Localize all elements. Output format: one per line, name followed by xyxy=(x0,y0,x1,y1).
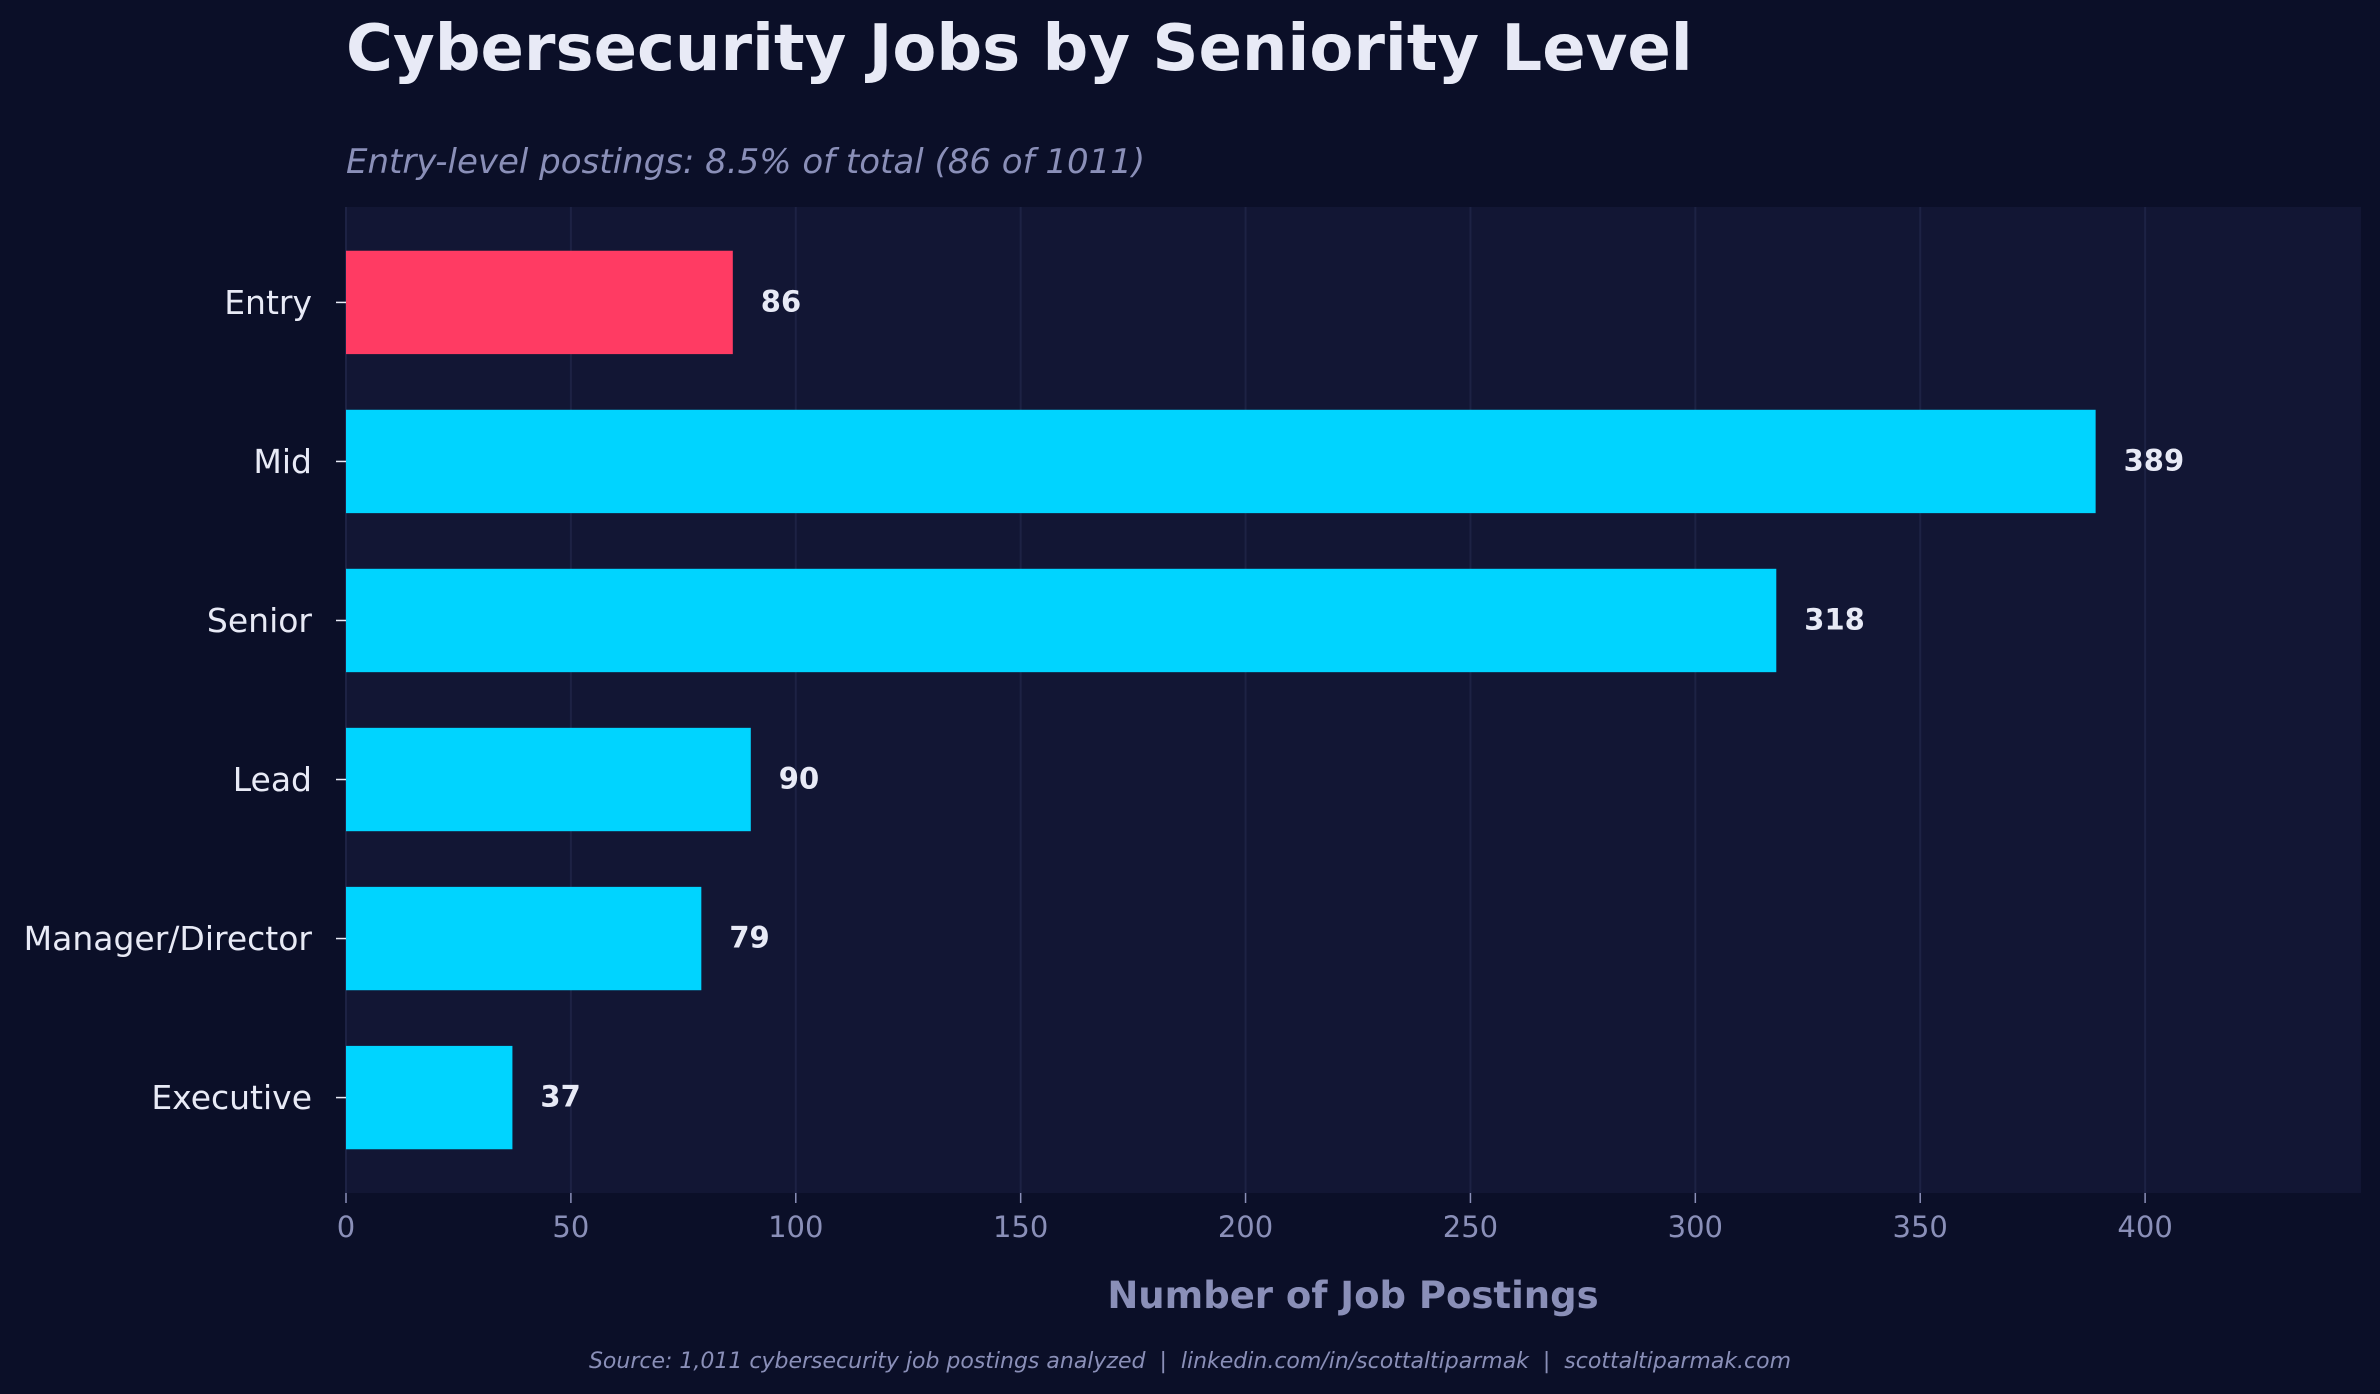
x-tick-label: 250 xyxy=(1443,1210,1498,1244)
x-tick-label: 350 xyxy=(1893,1210,1948,1244)
y-axis: Entry Mid Senior Lead Manager/Director Execut… xyxy=(24,283,346,1117)
chart-title: Cybersecurity Jobs by Seniority Level xyxy=(346,12,1693,86)
x-tick-label: 150 xyxy=(993,1210,1048,1244)
x-tick-label: 400 xyxy=(2117,1210,2172,1244)
value-label: 37 xyxy=(540,1080,580,1114)
source-footer: Source: 1,011 cybersecurity job postings… xyxy=(589,1349,1791,1374)
bar-entry xyxy=(346,250,733,355)
y-tick-label: Lead xyxy=(233,760,312,799)
bar-senior xyxy=(346,568,1777,673)
x-tick-label: 100 xyxy=(768,1210,823,1244)
plot-area xyxy=(346,207,2361,1193)
y-tick-label: Mid xyxy=(253,442,312,481)
y-tick-label: Executive xyxy=(151,1078,312,1117)
x-tick-label: 300 xyxy=(1668,1210,1723,1244)
x-tick-label: 50 xyxy=(552,1210,589,1244)
bar-lead xyxy=(346,727,751,832)
value-label: 90 xyxy=(779,762,819,796)
y-tick-label: Entry xyxy=(224,283,312,322)
gridlines xyxy=(345,207,2147,1193)
x-tick-label: 200 xyxy=(1218,1210,1273,1244)
bar-mid xyxy=(346,409,2096,514)
value-label: 389 xyxy=(2124,443,2185,477)
x-axis-label: Number of Job Postings xyxy=(1107,1274,1598,1317)
value-label: 318 xyxy=(1804,602,1865,636)
bars xyxy=(346,250,2096,1150)
x-axis: 0 50 100 150 200 250 300 350 400 xyxy=(337,1193,2173,1244)
bar-executive xyxy=(346,1045,513,1150)
chart-subtitle: Entry-level postings: 8.5% of total (86 … xyxy=(346,142,1145,182)
value-labels: 86 389 318 90 79 37 xyxy=(540,284,2184,1113)
y-tick-label: Manager/Director xyxy=(24,919,313,958)
x-tick-label: 0 xyxy=(337,1210,355,1244)
y-tick-label: Senior xyxy=(207,601,313,640)
bar-manager-director xyxy=(346,886,702,991)
value-label: 79 xyxy=(729,921,769,955)
value-label: 86 xyxy=(761,284,801,318)
